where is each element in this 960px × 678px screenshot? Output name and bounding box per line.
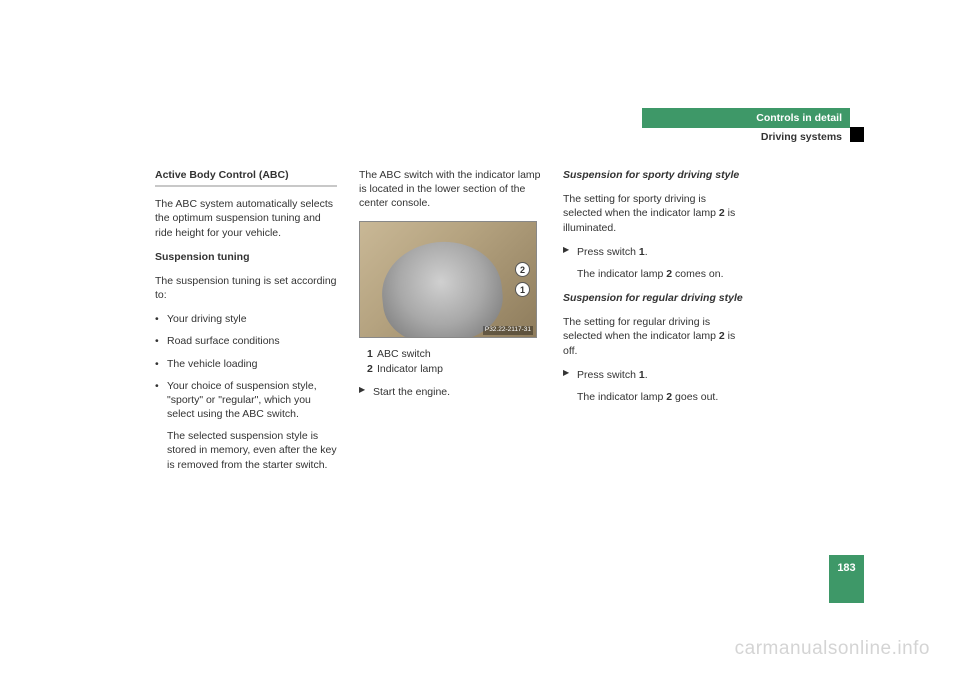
body-text: The setting for regular driving is selec… [563, 315, 745, 358]
action-step: Press switch 1. [563, 368, 745, 382]
column-2: The ABC switch with the indicator lamp i… [359, 168, 541, 480]
edge-tab [850, 127, 864, 142]
content-columns: Active Body Control (ABC) The ABC system… [155, 168, 745, 480]
figure-legend: 1ABC switch 2Indicator lamp [359, 347, 541, 376]
image-id: P32.22-2117-31 [483, 326, 533, 335]
header-band: Controls in detail Driving systems [642, 108, 850, 143]
body-text: The ABC system automatically selects the… [155, 197, 337, 240]
column-3: Suspension for sporty driving style The … [563, 168, 745, 480]
console-graphic [377, 236, 507, 338]
bullet-list: Your driving style Road surface conditio… [155, 312, 337, 472]
subheading: Suspension for sporty driving style [563, 168, 745, 182]
callout-2: 2 [515, 262, 530, 277]
result-text: The indicator lamp 2 comes on. [563, 267, 745, 281]
action-step: Start the engine. [359, 385, 541, 399]
subheading: Suspension tuning [155, 250, 337, 264]
watermark: carmanualsonline.info [735, 638, 930, 660]
section-title: Active Body Control (ABC) [155, 168, 337, 187]
legend-number: 1 [367, 347, 377, 361]
result-text: The indicator lamp 2 goes out. [563, 390, 745, 404]
chapter-title: Controls in detail [642, 108, 850, 128]
column-1: Active Body Control (ABC) The ABC system… [155, 168, 337, 480]
section-header: Driving systems [642, 128, 850, 143]
manual-page: Controls in detail Driving systems Activ… [0, 0, 960, 678]
body-text: The ABC switch with the indicator lamp i… [359, 168, 541, 211]
list-item: Your driving style [155, 312, 337, 326]
list-item-text: Your choice of suspension style, "sporty… [167, 380, 317, 420]
subheading: Suspension for regular driving style [563, 291, 745, 305]
list-item: The vehicle loading [155, 357, 337, 371]
legend-number: 2 [367, 362, 377, 376]
body-text: The suspension tuning is set according t… [155, 274, 337, 302]
body-text: The setting for sporty driving is select… [563, 192, 745, 235]
list-item-text: The selected suspension style is stored … [167, 430, 337, 470]
list-item: Road surface conditions [155, 334, 337, 348]
callout-1: 1 [515, 282, 530, 297]
list-item: Your choice of suspension style, "sporty… [155, 379, 337, 472]
legend-item: 2Indicator lamp [367, 362, 541, 376]
figure-abc-switch: 2 1 P32.22-2117-31 [359, 221, 537, 338]
legend-text: Indicator lamp [377, 363, 443, 375]
legend-text: ABC switch [377, 348, 431, 360]
action-step: Press switch 1. [563, 245, 745, 259]
legend-item: 1ABC switch [367, 347, 541, 361]
page-number: 183 [829, 555, 864, 603]
